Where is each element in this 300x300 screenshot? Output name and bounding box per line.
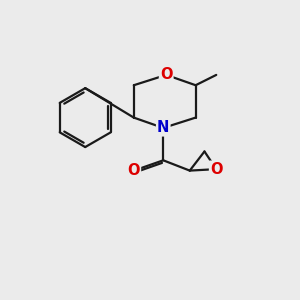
- Text: O: O: [210, 162, 223, 177]
- Text: O: O: [128, 163, 140, 178]
- Text: N: N: [157, 120, 170, 135]
- Text: O: O: [160, 68, 172, 82]
